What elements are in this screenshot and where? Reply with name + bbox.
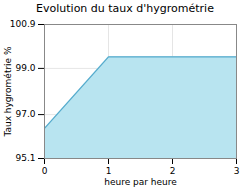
svg-text:2: 2 [170, 166, 176, 176]
svg-text:Taux hygrométrie %: Taux hygrométrie % [3, 46, 13, 138]
svg-text:95.1: 95.1 [15, 153, 35, 163]
html-text:Evolution du taux d'hygrométri: Evolution du taux d'hygrométrie [36, 2, 214, 15]
svg-text:3: 3 [234, 166, 240, 176]
svg-text:0: 0 [42, 166, 48, 176]
svg-text:99.0: 99.0 [15, 63, 35, 73]
svg-text:1: 1 [106, 166, 112, 176]
svg-text:97.0: 97.0 [15, 109, 35, 119]
svg-text:100.9: 100.9 [10, 19, 36, 29]
svg-text:heure par heure: heure par heure [104, 177, 177, 187]
